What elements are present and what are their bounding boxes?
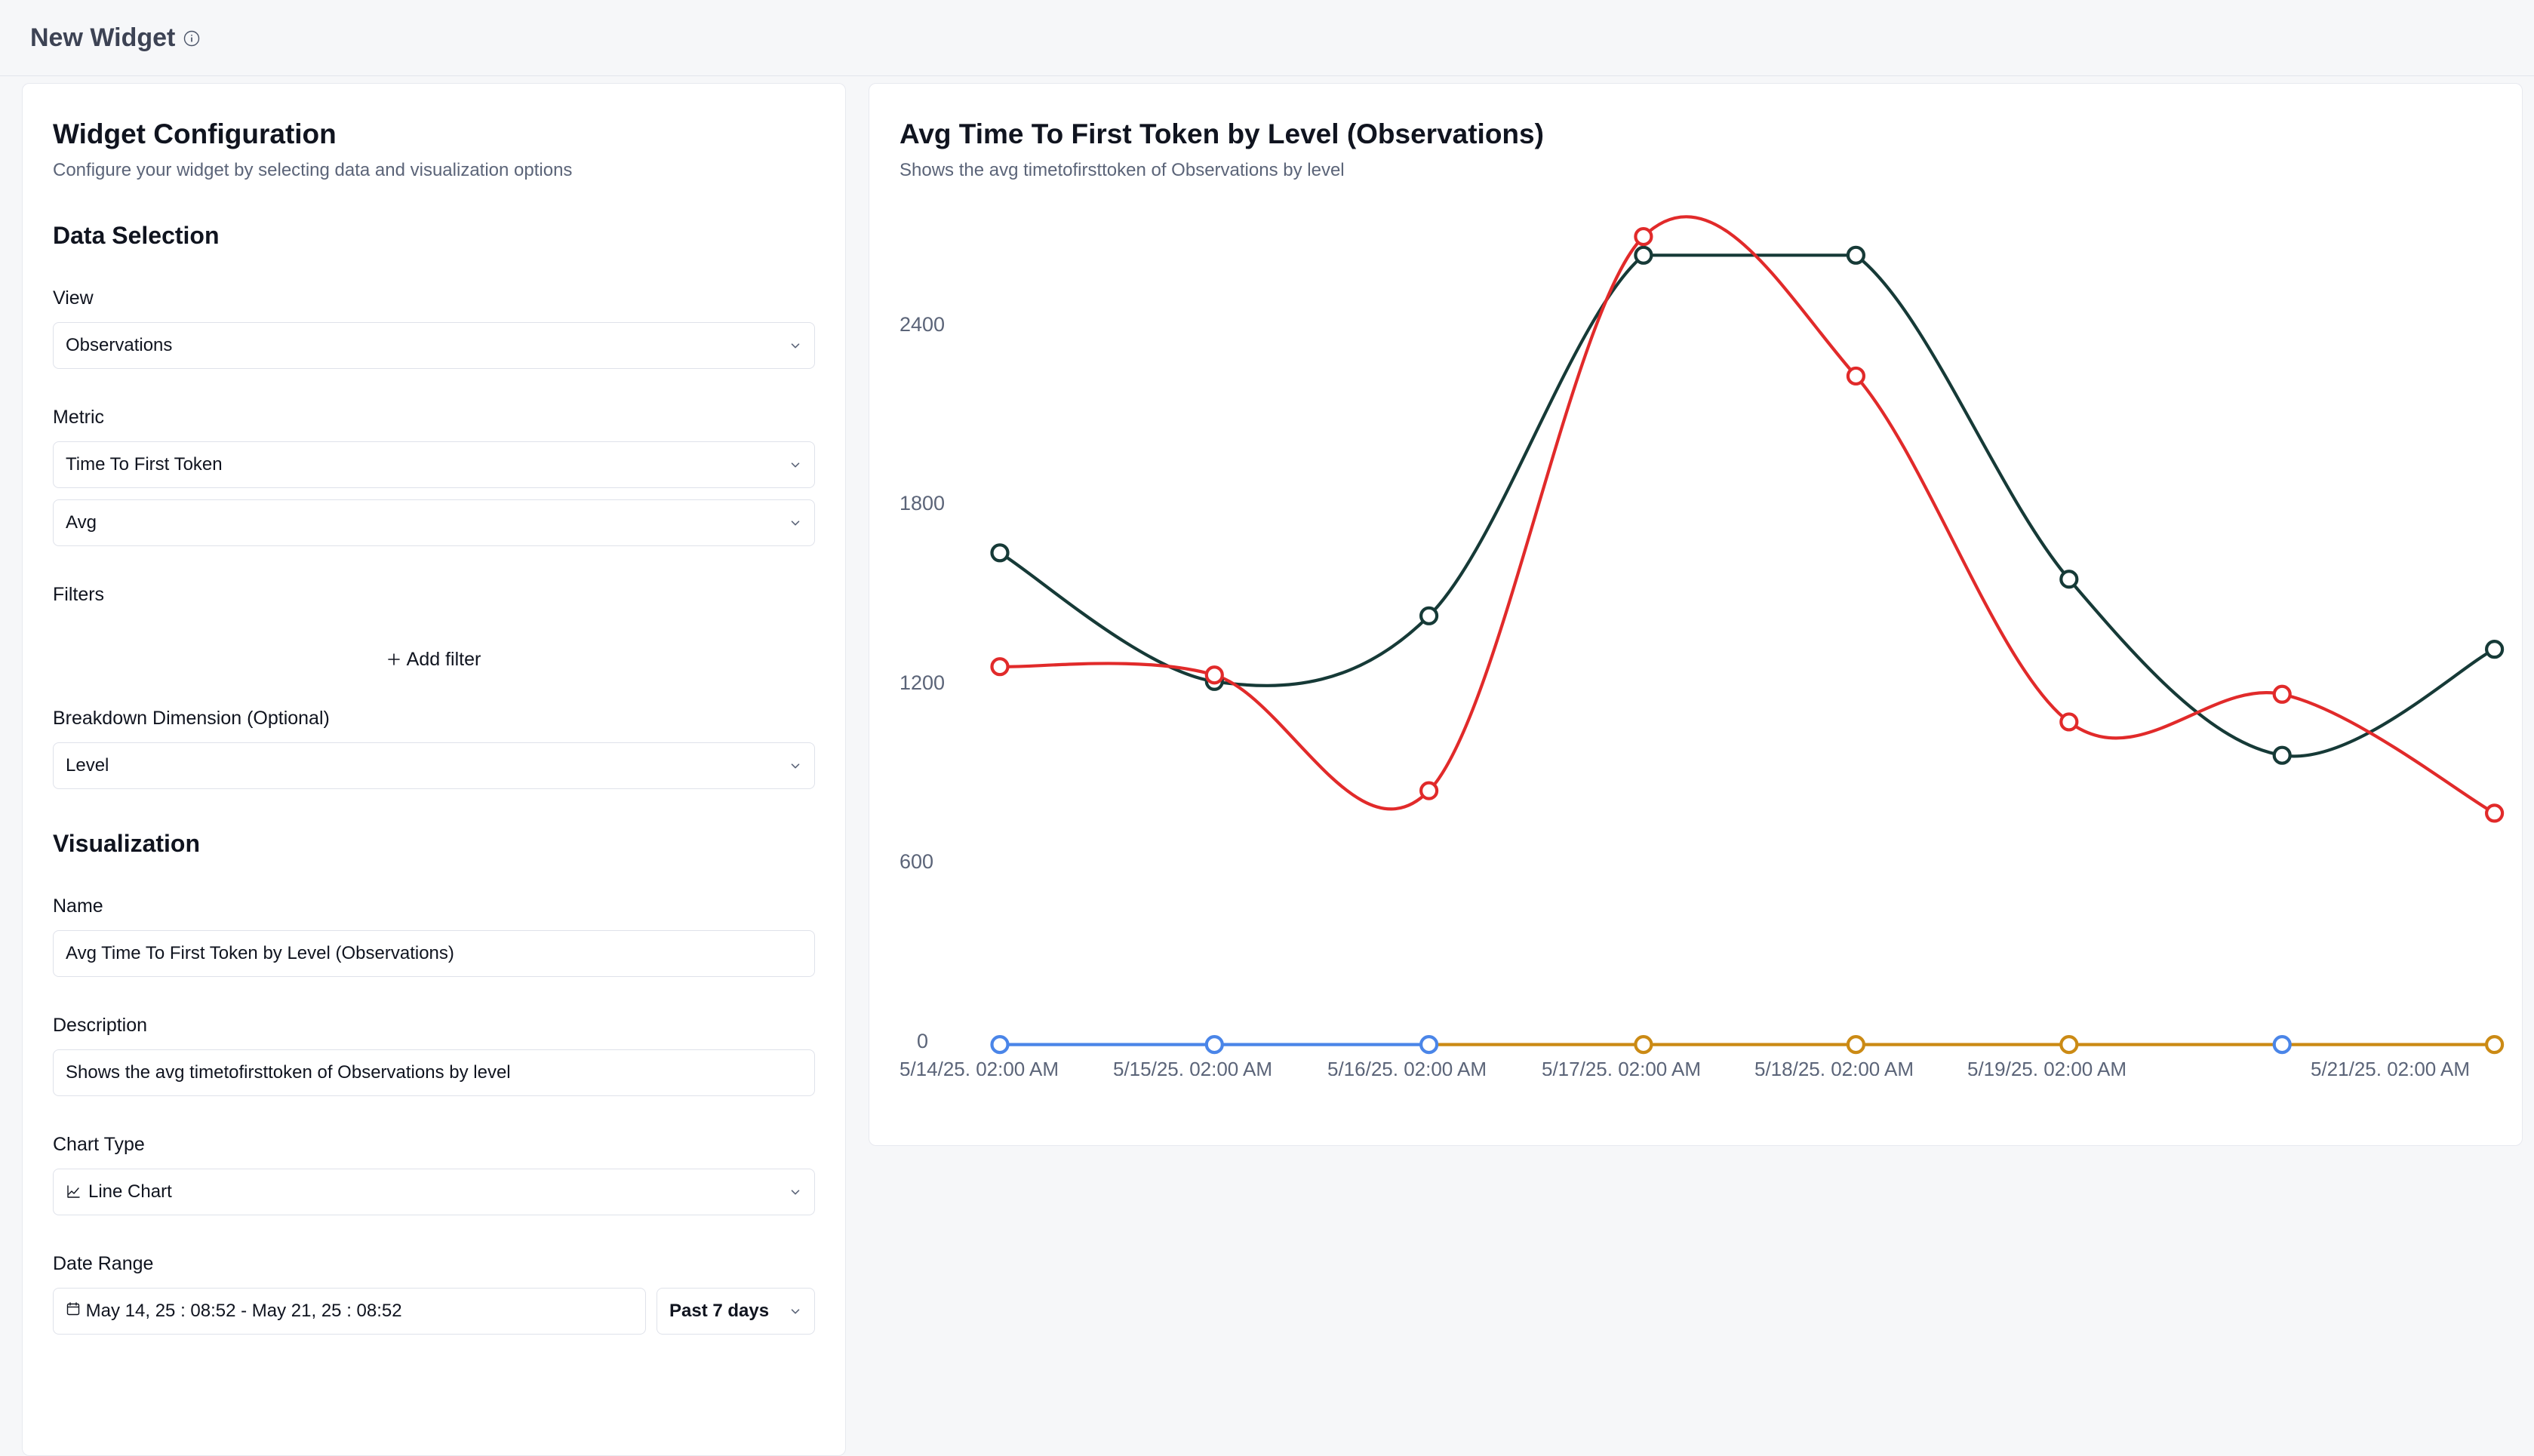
svg-text:5/15/25, 02:00 AM: 5/15/25, 02:00 AM [1113, 1058, 1272, 1076]
svg-text:2400: 2400 [900, 313, 945, 336]
svg-text:1200: 1200 [900, 671, 945, 694]
svg-text:600: 600 [900, 850, 933, 873]
svg-text:5/14/25, 02:00 AM: 5/14/25, 02:00 AM [900, 1058, 1059, 1076]
svg-text:5/16/25, 02:00 AM: 5/16/25, 02:00 AM [1327, 1058, 1487, 1076]
svg-text:0: 0 [917, 1030, 928, 1052]
svg-text:5/21/25, 02:00 AM: 5/21/25, 02:00 AM [2311, 1058, 2470, 1076]
svg-text:5/19/25, 02:00 AM: 5/19/25, 02:00 AM [1967, 1058, 2127, 1076]
svg-text:5/18/25, 02:00 AM: 5/18/25, 02:00 AM [1754, 1058, 1914, 1076]
svg-text:5/17/25, 02:00 AM: 5/17/25, 02:00 AM [1542, 1058, 1701, 1076]
svg-text:1800: 1800 [900, 492, 945, 515]
